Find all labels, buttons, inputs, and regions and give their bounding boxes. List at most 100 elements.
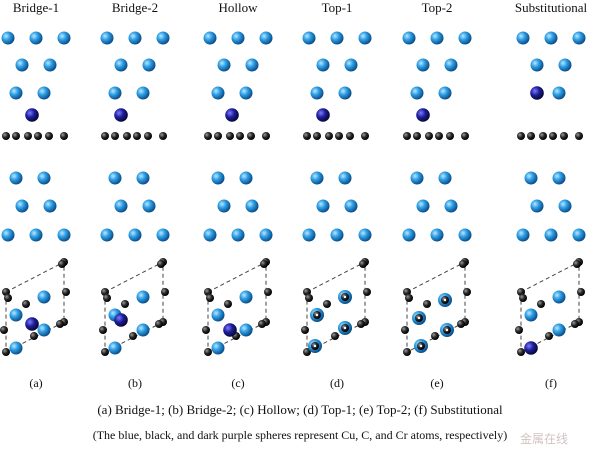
cu-atom — [156, 228, 170, 242]
cu-atom — [37, 290, 51, 304]
cu-atom — [108, 86, 122, 100]
cu-atom — [217, 58, 231, 72]
cu-atom — [142, 58, 156, 72]
cu-atom — [552, 290, 566, 304]
cu-atom — [37, 323, 51, 337]
cu-atom — [57, 228, 71, 242]
cu-atom — [316, 199, 330, 213]
cu-atom — [231, 31, 245, 45]
cu-atom — [239, 171, 253, 185]
c-atom — [62, 288, 70, 296]
c-atom — [0, 326, 8, 334]
c-atom — [121, 300, 129, 308]
cu-atom — [516, 228, 530, 242]
c-atom — [101, 132, 109, 140]
cu-atom — [239, 290, 253, 304]
c-atom — [527, 132, 535, 140]
cu-atom — [128, 31, 142, 45]
cu-atom — [344, 199, 358, 213]
panel-title: Bridge-1 — [13, 0, 59, 15]
cu-atom — [444, 58, 458, 72]
panel-letter: (b) — [128, 376, 142, 390]
panel-title: Hollow — [219, 0, 259, 15]
cu-atom — [136, 290, 150, 304]
cr-atom — [114, 108, 128, 122]
c-atom — [303, 132, 311, 140]
c-atom — [224, 300, 232, 308]
panel-title: Top-2 — [422, 0, 453, 15]
panel-title: Bridge-2 — [112, 0, 158, 15]
cu-atom — [100, 31, 114, 45]
c-atom — [56, 320, 64, 328]
cu-atom — [57, 31, 71, 45]
cr-atom — [114, 313, 128, 327]
panel-letter: (d) — [330, 376, 344, 390]
cu-atom — [302, 228, 316, 242]
c-atom — [101, 348, 109, 356]
cu-atom — [416, 199, 430, 213]
cu-atom — [402, 31, 416, 45]
highlight-dot — [443, 298, 447, 302]
c-atom — [264, 288, 272, 296]
cr-atom — [225, 108, 239, 122]
structure-panel: Bridge-2 (b) — [99, 0, 170, 390]
c-atom — [103, 294, 111, 302]
c-atom — [4, 294, 12, 302]
cu-atom — [211, 171, 225, 185]
c-atom — [359, 260, 367, 268]
cr-atom — [25, 317, 39, 331]
cu-atom — [410, 86, 424, 100]
cu-atom — [516, 31, 530, 45]
cu-atom — [558, 199, 572, 213]
cu-atom — [231, 228, 245, 242]
c-atom — [144, 132, 152, 140]
c-atom — [12, 132, 20, 140]
cu-atom — [530, 58, 544, 72]
panel-letter: (e) — [430, 376, 443, 390]
cu-atom — [544, 228, 558, 242]
c-atom — [157, 260, 165, 268]
cu-atom — [458, 31, 472, 45]
cu-atom — [9, 341, 23, 355]
c-atom — [123, 132, 131, 140]
c-atom — [206, 294, 214, 302]
cu-atom — [37, 171, 51, 185]
highlight-dot — [419, 344, 423, 348]
c-atom — [405, 294, 413, 302]
cu-atom — [330, 31, 344, 45]
c-atom — [549, 132, 557, 140]
cu-atom — [344, 58, 358, 72]
cu-atom — [239, 86, 253, 100]
cu-atom — [108, 341, 122, 355]
c-atom — [236, 132, 244, 140]
cu-atom — [524, 308, 538, 322]
cu-atom — [245, 58, 259, 72]
c-atom — [431, 332, 439, 340]
c-atom — [258, 320, 266, 328]
cu-atom — [29, 31, 43, 45]
c-atom — [260, 260, 268, 268]
panel-letter: (c) — [231, 376, 244, 390]
structure-panel: Bridge-1 (a) — [0, 0, 71, 390]
cr-atom — [223, 323, 237, 337]
c-atom — [331, 332, 339, 340]
c-atom — [262, 132, 270, 140]
cu-atom — [458, 228, 472, 242]
c-atom — [363, 288, 371, 296]
cu-atom — [524, 171, 538, 185]
c-atom — [30, 332, 38, 340]
panel-letter: (f) — [545, 376, 557, 390]
cr-atom — [530, 86, 544, 100]
highlight-dot — [445, 328, 449, 332]
highlight-dot — [313, 344, 317, 348]
c-atom — [403, 132, 411, 140]
c-atom — [517, 348, 525, 356]
highlight-dot — [343, 326, 347, 330]
c-atom — [325, 132, 333, 140]
structure-panel: Top-2 (e) — [401, 0, 472, 390]
cu-atom — [259, 31, 273, 45]
cu-atom — [338, 171, 352, 185]
c-atom — [413, 132, 421, 140]
cu-atom — [310, 86, 324, 100]
cu-atom — [136, 171, 150, 185]
